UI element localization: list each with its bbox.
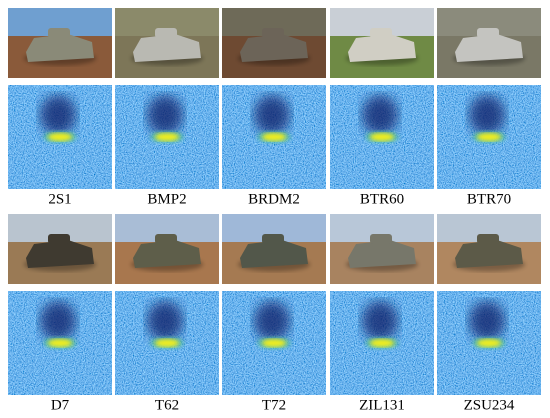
sar-shadow bbox=[362, 95, 398, 135]
vehicle bbox=[455, 240, 523, 268]
label: ZSU234 bbox=[464, 397, 515, 413]
label: 2S1 bbox=[48, 191, 71, 207]
vehicle-turret bbox=[155, 234, 177, 244]
panel: BMP2 bbox=[115, 8, 219, 207]
vehicle bbox=[348, 240, 416, 268]
label: BRDM2 bbox=[248, 191, 300, 207]
vehicle-turret bbox=[48, 28, 70, 38]
sar-target bbox=[370, 133, 394, 141]
sar-target bbox=[370, 339, 394, 347]
vehicle bbox=[133, 240, 201, 268]
vehicle bbox=[455, 34, 523, 62]
vehicle-turret bbox=[370, 28, 392, 38]
panel: ZSU234 bbox=[437, 214, 541, 413]
label: BMP2 bbox=[147, 191, 186, 207]
vehicle bbox=[348, 34, 416, 62]
panel: BRDM2 bbox=[222, 8, 326, 207]
label: D7 bbox=[51, 397, 70, 413]
sar-shadow bbox=[147, 95, 183, 135]
sar-shadow bbox=[362, 301, 398, 341]
vehicle-turret bbox=[262, 28, 284, 38]
panel: D7 bbox=[8, 214, 112, 413]
vehicle bbox=[26, 240, 94, 268]
vehicle-turret bbox=[155, 28, 177, 38]
sar-target bbox=[48, 339, 72, 347]
sar-target bbox=[262, 133, 286, 141]
sar-shadow bbox=[40, 95, 76, 135]
vehicle-turret bbox=[477, 234, 499, 244]
sar-shadow bbox=[254, 301, 290, 341]
panel: T62 bbox=[115, 214, 219, 413]
vehicle bbox=[133, 34, 201, 62]
vehicle-turret bbox=[262, 234, 284, 244]
label: ZIL131 bbox=[359, 397, 405, 413]
sar-shadow bbox=[469, 95, 505, 135]
vehicle-turret bbox=[370, 234, 392, 244]
panel: T72 bbox=[222, 214, 326, 413]
label: BTR60 bbox=[360, 191, 404, 207]
vehicle bbox=[240, 240, 308, 268]
panel: 2S1 bbox=[8, 8, 112, 207]
sar-target bbox=[477, 133, 501, 141]
label: T62 bbox=[155, 397, 179, 413]
sar-target bbox=[477, 339, 501, 347]
label: BTR70 bbox=[467, 191, 511, 207]
sar-shadow bbox=[469, 301, 505, 341]
sar-shadow bbox=[147, 301, 183, 341]
panel: BTR70 bbox=[437, 8, 541, 207]
panel: BTR60 bbox=[330, 8, 434, 207]
vehicle-turret bbox=[48, 234, 70, 244]
sar-target bbox=[48, 133, 72, 141]
sar-target bbox=[155, 133, 179, 141]
sar-shadow bbox=[254, 95, 290, 135]
sar-target bbox=[262, 339, 286, 347]
sar-shadow bbox=[40, 301, 76, 341]
vehicle bbox=[240, 34, 308, 62]
vehicle-turret bbox=[477, 28, 499, 38]
panel: ZIL131 bbox=[330, 214, 434, 413]
label: T72 bbox=[262, 397, 286, 413]
sar-target bbox=[155, 339, 179, 347]
vehicle bbox=[26, 34, 94, 62]
